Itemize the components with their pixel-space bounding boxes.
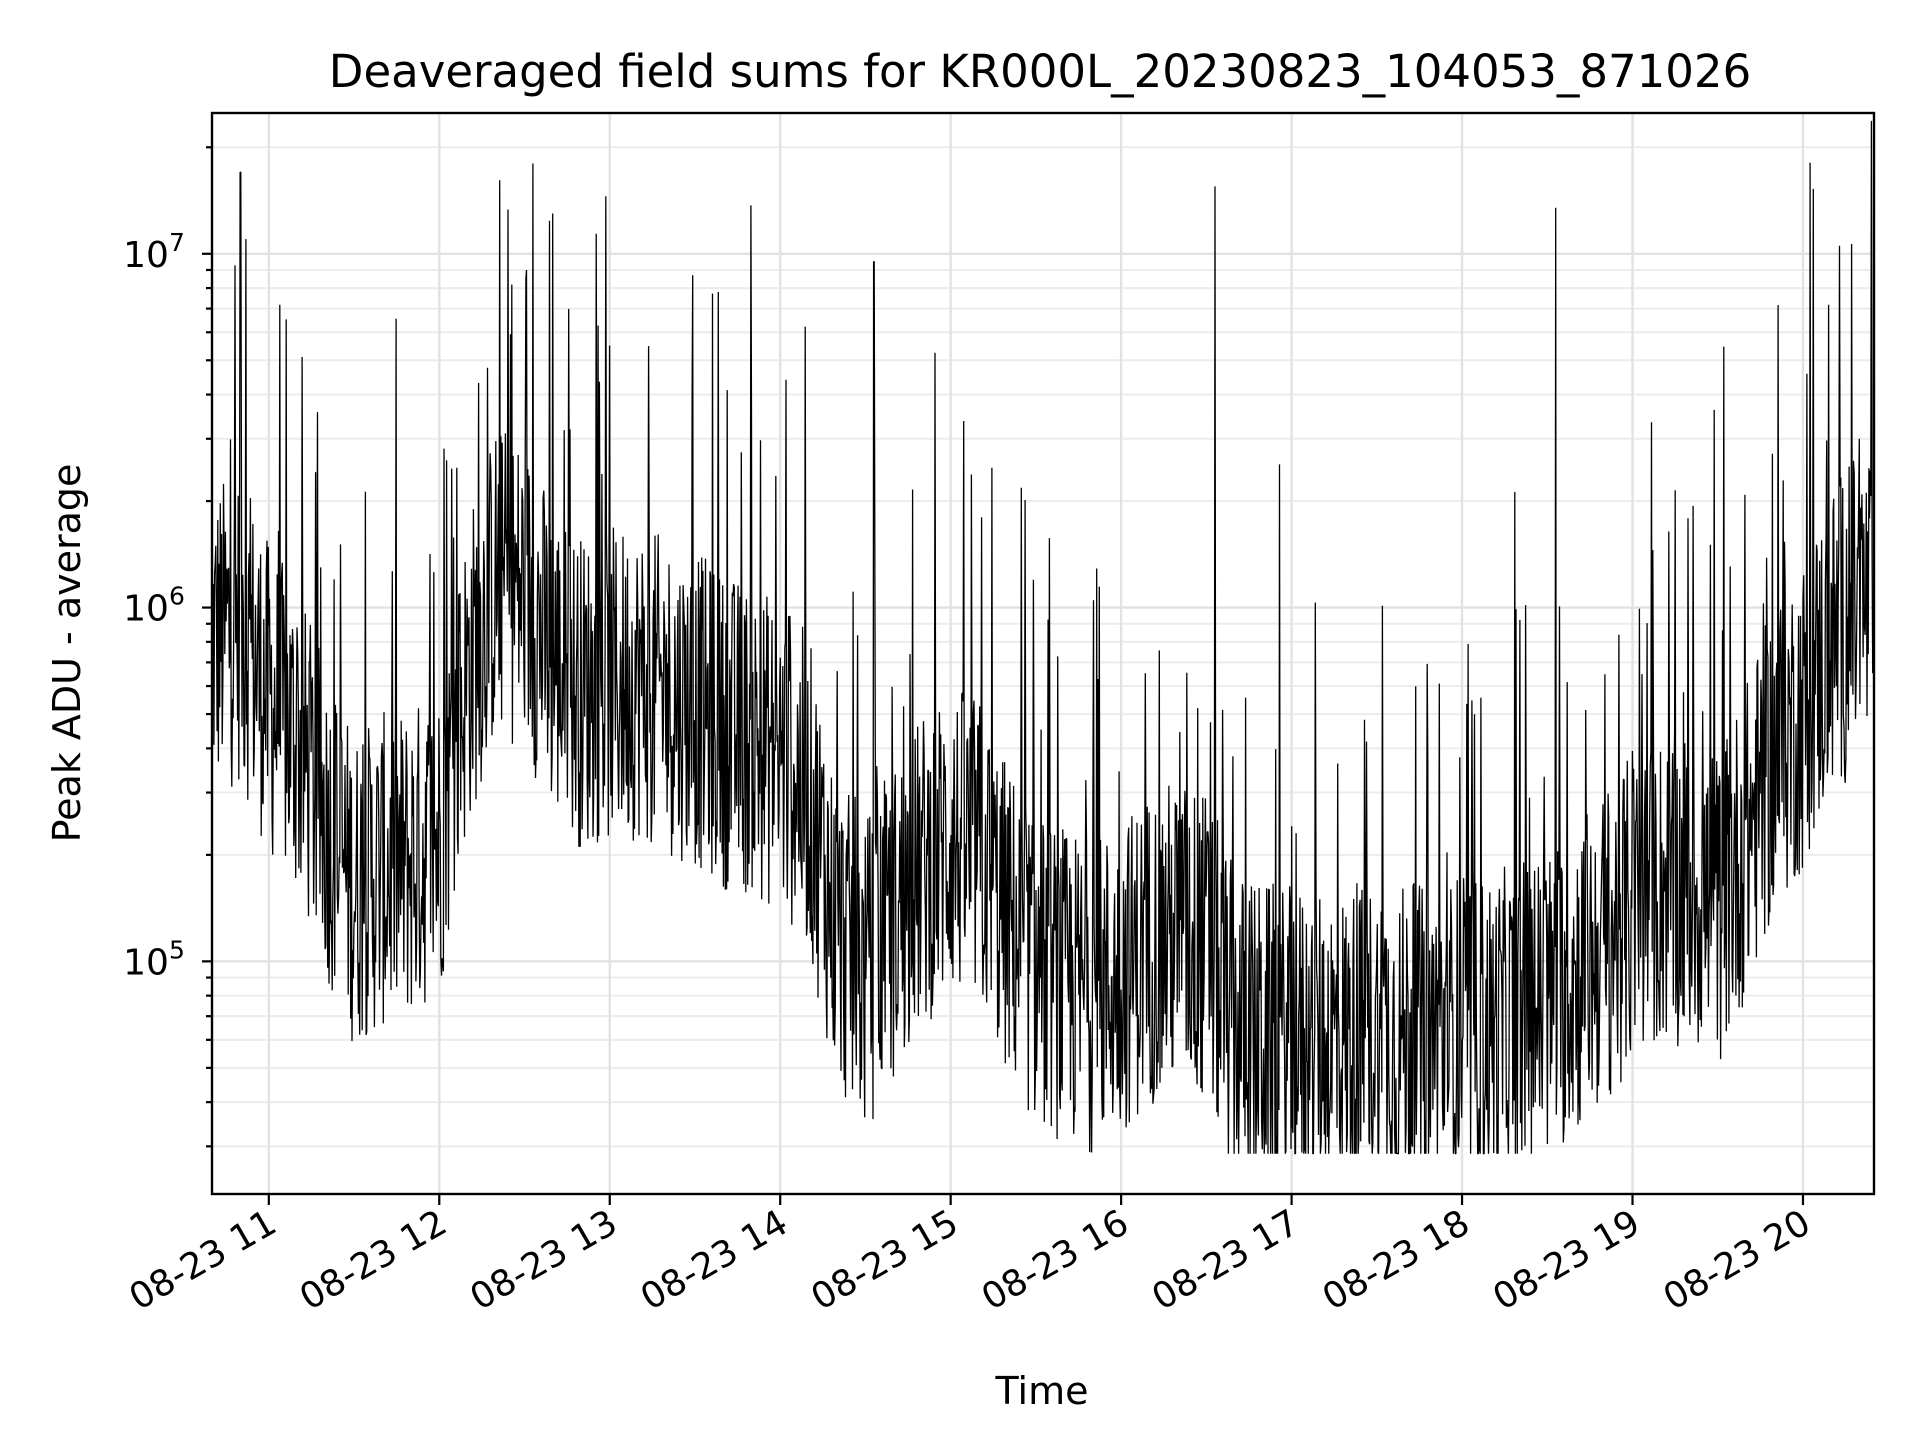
x-tick-label: 08-23 20 bbox=[1657, 1202, 1818, 1318]
chart-title: Deaveraged field sums for KR000L_2023082… bbox=[329, 45, 1751, 98]
plot-area bbox=[212, 120, 1874, 1155]
y-axis-label: Peak ADU - average bbox=[45, 464, 89, 843]
x-tick-label: 08-23 13 bbox=[464, 1202, 625, 1318]
x-axis: 08-23 11 08-23 12 08-23 13 08-23 14 08-23 15… bbox=[123, 1194, 1818, 1319]
x-tick-label: 08-23 11 bbox=[123, 1202, 284, 1318]
y-axis: 105 106 107 bbox=[123, 146, 212, 1148]
grid bbox=[212, 113, 1874, 1194]
x-tick-label: 08-23 12 bbox=[293, 1202, 454, 1318]
series-line bbox=[212, 120, 1874, 1155]
y-tick-label: 106 bbox=[123, 582, 185, 630]
y-tick-label: 107 bbox=[123, 228, 185, 276]
x-tick-label: 08-23 15 bbox=[804, 1202, 965, 1318]
y-tick-label: 105 bbox=[123, 935, 185, 983]
x-tick-label: 08-23 17 bbox=[1145, 1202, 1306, 1318]
x-tick-label: 08-23 18 bbox=[1316, 1202, 1477, 1318]
x-tick-label: 08-23 14 bbox=[634, 1202, 795, 1318]
x-tick-label: 08-23 19 bbox=[1486, 1202, 1647, 1318]
x-tick-label: 08-23 16 bbox=[975, 1202, 1136, 1318]
plot-frame bbox=[210, 111, 1876, 1196]
x-axis-label: Time bbox=[995, 1369, 1089, 1413]
